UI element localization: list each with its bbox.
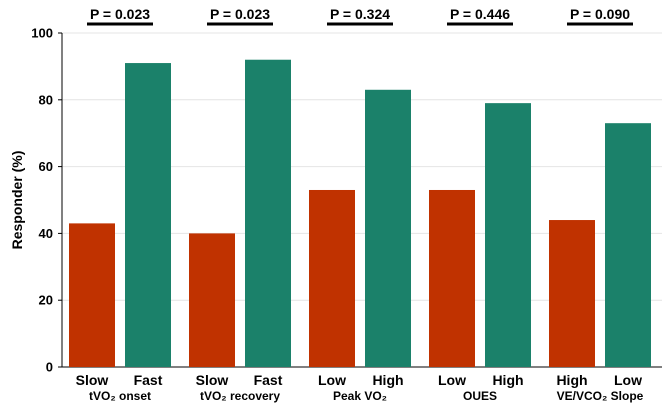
x-category-label: Fast [254,372,283,388]
bar [245,59,291,367]
x-category-label: Slow [76,372,109,388]
x-category-label: Fast [134,372,163,388]
x-category-label: High [556,372,587,388]
y-tick-label: 80 [39,92,53,107]
p-value-label: P = 0.324 [330,6,390,22]
group-label: OUES [463,389,497,403]
bar [429,189,475,367]
x-category-label: Low [438,372,466,388]
x-category-label: High [492,372,523,388]
bar [365,89,411,367]
bars [69,59,651,368]
bar [189,233,235,367]
bar [125,63,171,368]
group-label: tVO₂ onset [89,389,151,403]
x-category-label: Low [614,372,642,388]
p-value-label: P = 0.023 [90,6,150,22]
x-category-label: Slow [196,372,229,388]
p-value-label: P = 0.090 [570,6,630,22]
category-labels: Slow Fast Slow Fast Low High Low High High Low [76,372,642,388]
y-axis-label: Responder (%) [9,151,25,250]
y-tick-label: 20 [39,293,53,308]
y-tick-label: 60 [39,159,53,174]
y-tick-label: 0 [46,360,53,375]
bar [309,189,355,367]
y-tick-labels: 0 20 40 60 80 100 [31,26,53,375]
bar [605,123,651,368]
x-category-label: Low [318,372,346,388]
y-tick-label: 100 [31,26,53,41]
group-labels: tVO₂ onset tVO₂ recovery Peak VO₂ OUES VE/VC… [89,389,644,403]
bar [69,223,115,367]
y-tick-label: 40 [39,226,53,241]
x-category-label: High [372,372,403,388]
p-value-labels: P = 0.023 P = 0.023 P = 0.324 P = 0.446 P = … [87,6,633,26]
group-label: VE/VCO₂ Slope [557,389,644,403]
group-label: Peak VO₂ [333,389,387,403]
bar [549,220,595,367]
group-label: tVO₂ recovery [200,389,280,403]
bar [485,103,531,367]
p-value-label: P = 0.023 [210,6,270,22]
p-value-label: P = 0.446 [450,6,510,22]
